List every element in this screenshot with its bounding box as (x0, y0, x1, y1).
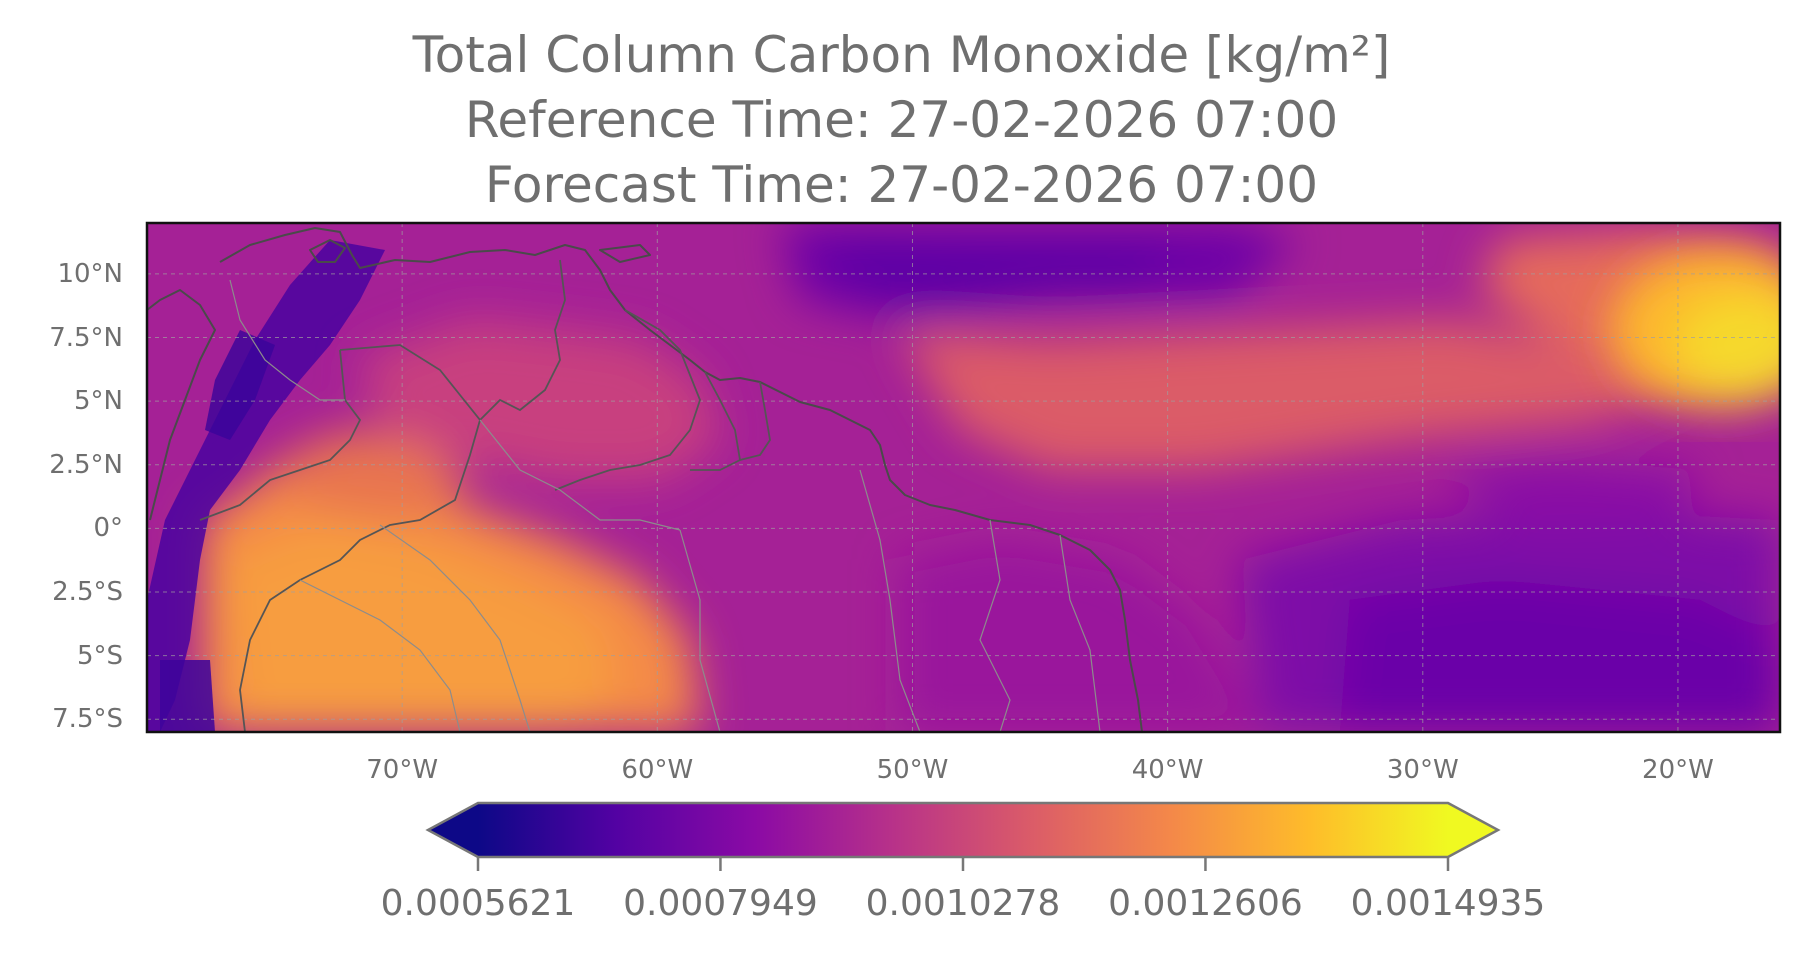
lat-tick-label: 5°S (76, 640, 123, 671)
coastlines (147, 227, 1143, 732)
lat-tick-label: 5°N (74, 386, 123, 417)
lon-tick-label: 20°W (1642, 755, 1714, 785)
lat-tick-label: 10°N (57, 258, 123, 289)
colorbar-extend-min-arrow (428, 803, 478, 857)
colorbar-tick-label: 0.0007949 (623, 883, 818, 924)
chart-title-line-2: Reference Time: 27-02-2026 07:00 (464, 91, 1339, 149)
colorbar-extend-max-arrow (1448, 803, 1498, 857)
country-borders (199, 259, 771, 732)
lon-tick-label: 40°W (1131, 755, 1204, 785)
colorbar-tick-label: 0.0012606 (1108, 883, 1303, 924)
lat-tick-label: 7.5°S (52, 704, 123, 735)
chart-title-line-3: Forecast Time: 27-02-2026 07:00 (484, 156, 1319, 214)
lat-tick-label: 7.5°N (49, 322, 123, 353)
colorbar-tick-label: 0.0014935 (1350, 883, 1546, 924)
lon-tick-label: 60°W (621, 755, 694, 785)
map-gridlines (147, 223, 1780, 732)
lon-tick-label: 50°W (876, 755, 949, 785)
lat-tick-label: 2.5°S (52, 577, 123, 608)
colorbar-tick-label: 0.0010278 (865, 883, 1061, 924)
chart-title-line-1: Total Column Carbon Monoxide [kg/m²] (412, 26, 1391, 84)
lon-tick-label: 30°W (1386, 755, 1459, 785)
map-frame (145, 221, 1782, 734)
colorbar-tick-label: 0.0005621 (380, 883, 576, 924)
co-concentration-field (147, 223, 1780, 732)
state-borders (229, 279, 1101, 732)
lon-tick-label: 70°W (366, 755, 439, 785)
lat-tick-label: 0° (93, 513, 123, 544)
lat-tick-label: 2.5°N (49, 449, 123, 480)
colorbar (425, 801, 1501, 871)
colorbar-gradient (478, 803, 1448, 857)
